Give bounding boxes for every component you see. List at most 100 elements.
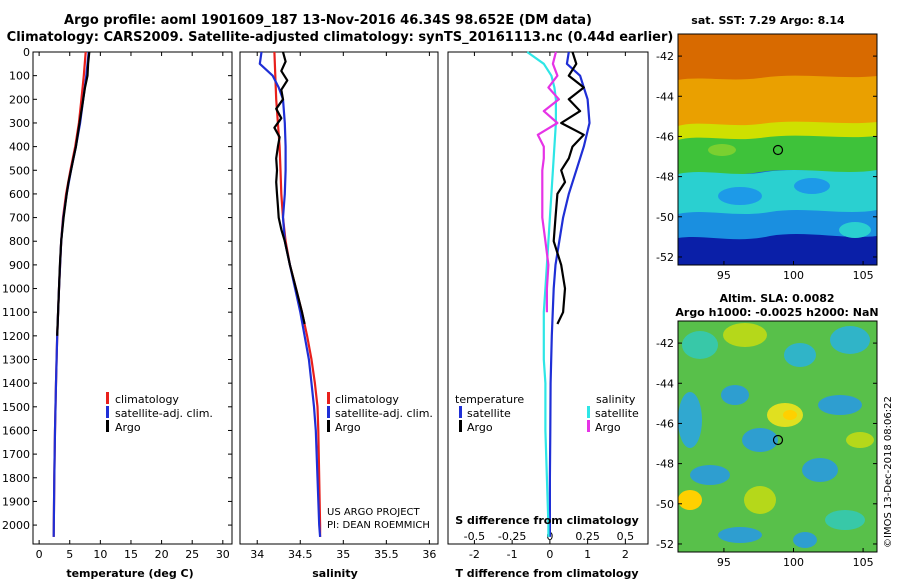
s-difference-label: S difference from climatology xyxy=(455,514,639,527)
t-difference-x-axis: -2 -1 0 1 2 xyxy=(469,52,629,561)
legend-swatch-t-satellite xyxy=(459,406,462,418)
sla-map-title-line1: Altim. SLA: 0.0082 xyxy=(719,292,834,305)
x-tick-label: 15 xyxy=(124,548,138,561)
sla-map-panel: Altim. SLA: 0.0082 Argo h1000: -0.0025 h… xyxy=(656,292,879,569)
sla-map-image xyxy=(678,321,877,552)
depth-tick-label: 2000 xyxy=(2,519,30,532)
legend-swatch-argo xyxy=(327,420,330,432)
legend-swatch-climatology xyxy=(327,392,330,404)
depth-tick-label: 0 xyxy=(23,46,30,59)
s-tick-label: -0.5 xyxy=(464,530,485,543)
difference-panel: -2 -1 0 1 2 -0.5 -0.25 0 0.25 0.5 S difference f… xyxy=(447,51,649,580)
x-tick-label: 35.5 xyxy=(374,548,399,561)
latitude-tick-label: -44 xyxy=(656,90,674,103)
longitude-tick-label: 105 xyxy=(853,556,874,569)
sst-map-title: sat. SST: 7.29 Argo: 8.14 xyxy=(691,14,845,27)
sst-longitude-axis: 95 100 105 xyxy=(717,261,874,282)
legend-swatch-s-satellite xyxy=(587,406,590,418)
x-tick-label: 0 xyxy=(546,548,553,561)
imos-credit: ©IMOS 13-Dec-2018 08:06:22 xyxy=(883,396,894,548)
x-tick-label: -2 xyxy=(469,548,480,561)
salinity-panel: 34 34.5 35 35.5 36 salinity climatology sate… xyxy=(239,51,439,580)
depth-tick-label: 1800 xyxy=(2,472,30,485)
latitude-tick-label: -46 xyxy=(656,417,674,430)
latitude-tick-label: -42 xyxy=(656,50,674,63)
latitude-tick-label: -52 xyxy=(656,251,674,264)
salinity-profiles xyxy=(258,51,322,537)
legend-label-argo: Argo xyxy=(335,421,361,434)
temperature-profiles xyxy=(52,51,91,537)
depth-tick-label: 300 xyxy=(9,117,30,130)
legend-title-salinity: salinity xyxy=(596,393,636,406)
latitude-tick-label: -48 xyxy=(656,458,674,471)
depth-tick-label: 500 xyxy=(9,164,30,177)
x-tick-label: 5 xyxy=(66,548,73,561)
sla-latitude-axis: -42 -44 -46 -48 -50 -52 xyxy=(656,337,877,551)
salinity-x-label: salinity xyxy=(312,567,358,580)
sst-map-image xyxy=(678,34,877,265)
sla-map-title-line2: Argo h1000: -0.0025 h2000: NaN xyxy=(675,306,878,319)
sla-float-position-marker xyxy=(772,434,784,446)
depth-tick-label: 100 xyxy=(9,70,30,83)
depth-axis: 0 100 200 300 400 500 600 700 800 900 1000 1100 1200… xyxy=(2,46,232,532)
temperature-panel: 0100200300400500600700800900100011001200… xyxy=(2,46,233,580)
depth-tick-label: 1900 xyxy=(2,495,30,508)
legend-label-climatology: climatology xyxy=(115,393,179,406)
difference-profiles xyxy=(526,51,591,537)
depth-tick-label: 900 xyxy=(9,259,30,272)
x-tick-label: 25 xyxy=(185,548,199,561)
legend-label-satellite-adj: satellite-adj. clim. xyxy=(335,407,433,420)
depth-tick-label: 1000 xyxy=(2,283,30,296)
legend-label-s-argo: Argo xyxy=(595,421,621,434)
latitude-tick-label: -44 xyxy=(656,377,674,390)
x-tick-label: 34 xyxy=(250,548,264,561)
profile-line-argo xyxy=(273,51,306,325)
longitude-tick-label: 95 xyxy=(717,556,731,569)
legend-swatch-climatology xyxy=(106,392,109,404)
depth-tick-label: 1400 xyxy=(2,377,30,390)
temperature-axes-frame xyxy=(32,51,233,545)
profile-line-salinity-argo xyxy=(536,51,561,313)
legend-label-t-argo: Argo xyxy=(467,421,493,434)
depth-tick-label: 800 xyxy=(9,235,30,248)
depth-tick-label: 1300 xyxy=(2,354,30,367)
s-tick-label: 0.25 xyxy=(575,530,600,543)
depth-tick-label: 700 xyxy=(9,212,30,225)
x-tick-label: -1 xyxy=(507,548,518,561)
t-difference-x-label: T difference from climatology xyxy=(455,567,638,580)
legend-swatch-satellite-adj xyxy=(106,406,109,418)
profile-line-temperature-argo xyxy=(552,51,585,325)
depth-tick-label: 200 xyxy=(9,93,30,106)
longitude-tick-label: 100 xyxy=(783,269,804,282)
salinity-x-axis: 34 34.5 35 35.5 36 xyxy=(250,52,436,561)
s-tick-label: -0.25 xyxy=(498,530,526,543)
depth-tick-label: 1100 xyxy=(2,306,30,319)
depth-tick-label: 1500 xyxy=(2,401,30,414)
x-tick-label: 36 xyxy=(422,548,436,561)
latitude-tick-label: -50 xyxy=(656,498,674,511)
credit-project: US ARGO PROJECT xyxy=(327,507,421,518)
sst-map-frame xyxy=(677,33,878,266)
profile-line-argo xyxy=(56,51,91,336)
latitude-tick-label: -46 xyxy=(656,130,674,143)
depth-tick-label: 600 xyxy=(9,188,30,201)
legend-swatch-satellite-adj xyxy=(327,406,330,418)
sla-longitude-axis: 95 100 105 xyxy=(717,548,874,569)
x-tick-label: 1 xyxy=(584,548,591,561)
sst-latitude-axis: -42 -44 -46 -48 -50 -52 xyxy=(656,50,877,264)
figure-title-line1: Argo profile: aoml 1901609_187 13-Nov-20… xyxy=(64,13,592,28)
credit-pi: PI: DEAN ROEMMICH xyxy=(327,520,430,531)
legend-label-argo: Argo xyxy=(115,421,141,434)
legend-label-climatology: climatology xyxy=(335,393,399,406)
longitude-tick-label: 105 xyxy=(853,269,874,282)
x-tick-label: 10 xyxy=(93,548,107,561)
depth-tick-label: 1200 xyxy=(2,330,30,343)
legend-swatch-argo xyxy=(106,420,109,432)
legend-swatch-s-argo xyxy=(587,420,590,432)
latitude-tick-label: -42 xyxy=(656,337,674,350)
depth-tick-label: 1700 xyxy=(2,448,30,461)
latitude-tick-label: -50 xyxy=(656,211,674,224)
x-tick-label: 0 xyxy=(36,548,43,561)
legend-title-temperature: temperature xyxy=(455,393,524,406)
